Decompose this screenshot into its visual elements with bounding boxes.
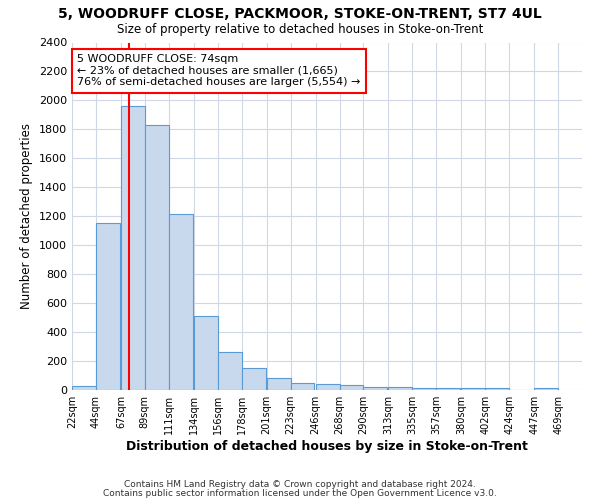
- Bar: [316, 384, 340, 390]
- Bar: [266, 378, 290, 390]
- Bar: [194, 316, 218, 390]
- Bar: [169, 214, 193, 390]
- Bar: [436, 388, 460, 390]
- Text: 5, WOODRUFF CLOSE, PACKMOOR, STOKE-ON-TRENT, ST7 4UL: 5, WOODRUFF CLOSE, PACKMOOR, STOKE-ON-TR…: [58, 8, 542, 22]
- Bar: [485, 388, 509, 390]
- Text: Size of property relative to detached houses in Stoke-on-Trent: Size of property relative to detached ho…: [117, 22, 483, 36]
- Bar: [121, 106, 145, 390]
- X-axis label: Distribution of detached houses by size in Stoke-on-Trent: Distribution of detached houses by size …: [126, 440, 528, 453]
- Y-axis label: Number of detached properties: Number of detached properties: [20, 123, 34, 309]
- Bar: [340, 385, 364, 390]
- Bar: [461, 388, 485, 390]
- Bar: [72, 386, 96, 390]
- Bar: [218, 352, 242, 390]
- Bar: [534, 388, 558, 390]
- Bar: [290, 383, 314, 390]
- Text: 5 WOODRUFF CLOSE: 74sqm
← 23% of detached houses are smaller (1,665)
76% of semi: 5 WOODRUFF CLOSE: 74sqm ← 23% of detache…: [77, 54, 361, 88]
- Bar: [145, 125, 169, 390]
- Bar: [364, 387, 388, 390]
- Bar: [242, 368, 266, 390]
- Bar: [96, 224, 120, 390]
- Text: Contains HM Land Registry data © Crown copyright and database right 2024.: Contains HM Land Registry data © Crown c…: [124, 480, 476, 489]
- Bar: [388, 387, 412, 390]
- Text: Contains public sector information licensed under the Open Government Licence v3: Contains public sector information licen…: [103, 488, 497, 498]
- Bar: [412, 388, 436, 390]
